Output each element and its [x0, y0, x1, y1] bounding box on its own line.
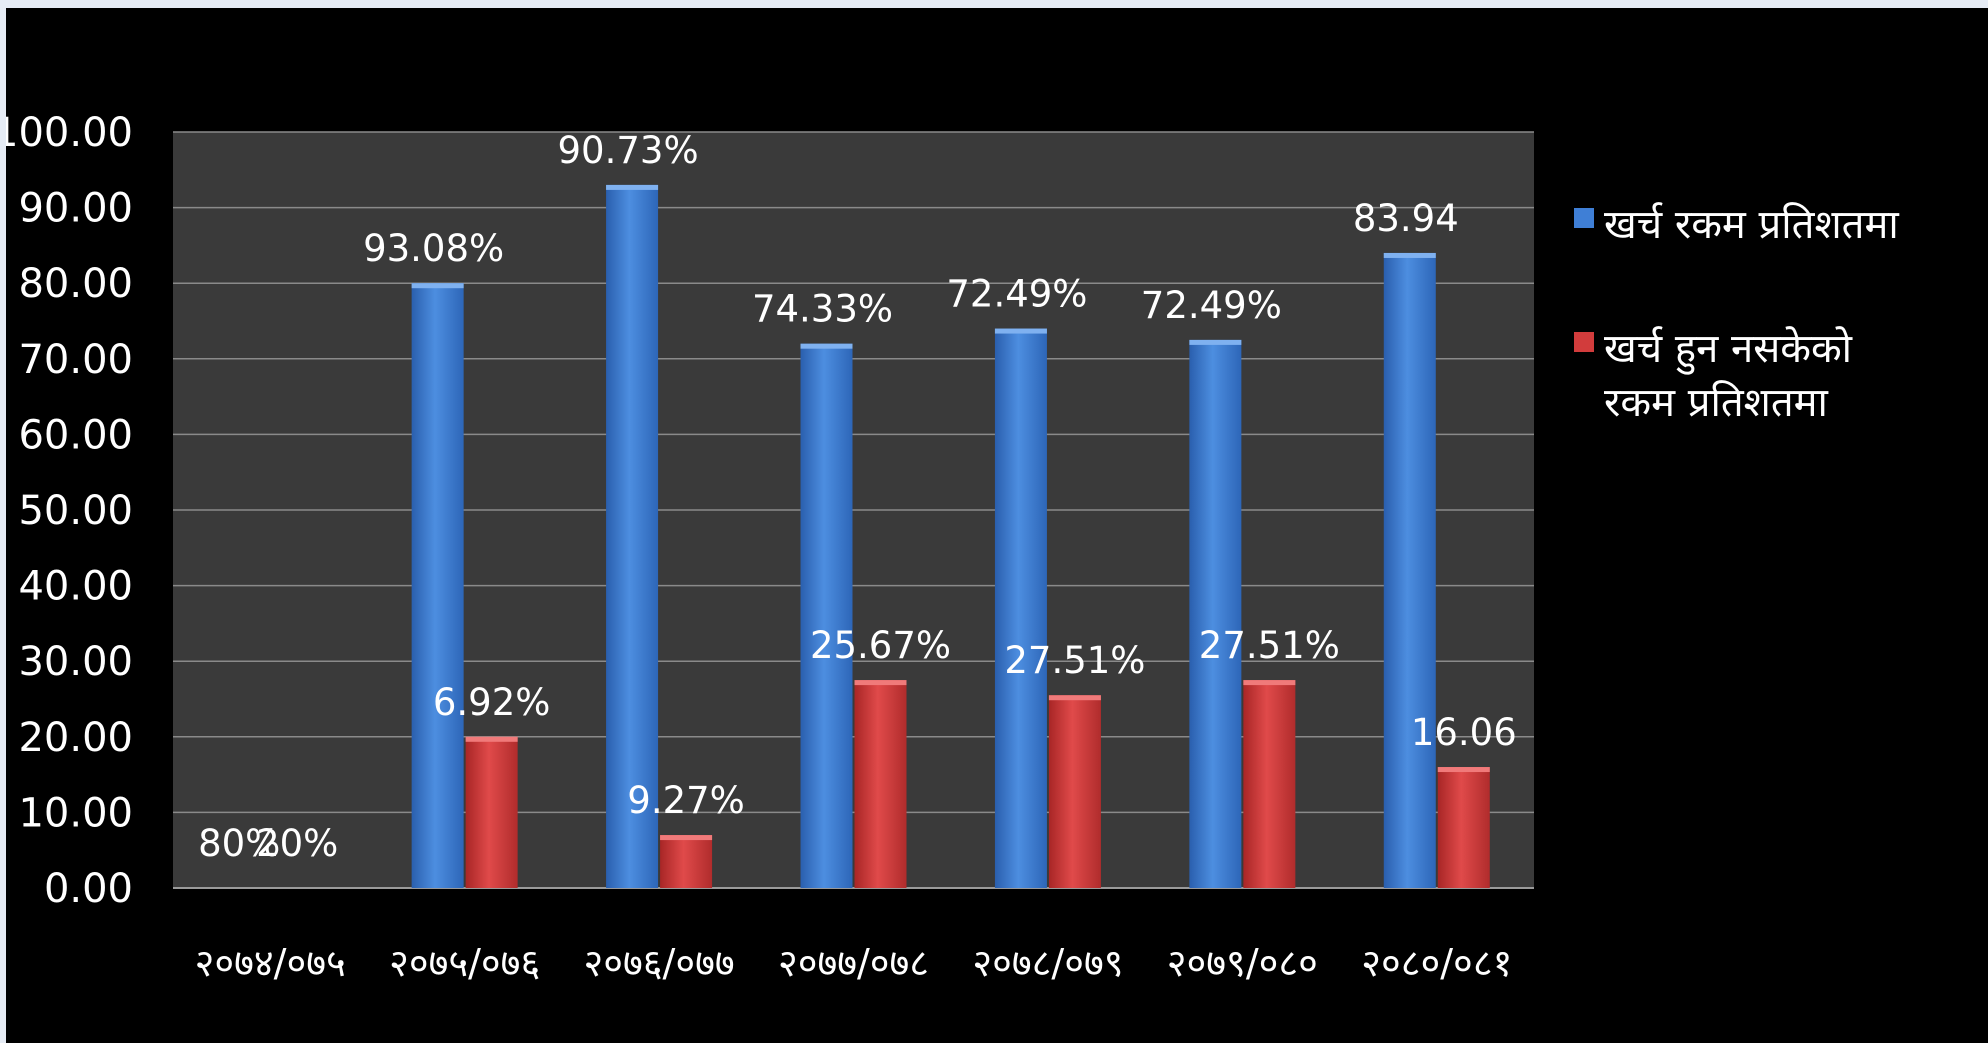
bar-spent-cap — [1189, 339, 1242, 345]
y-tick-label: 60.00 — [18, 412, 133, 458]
bar-spent — [800, 343, 853, 888]
legend-swatch-red — [1574, 332, 1594, 352]
y-tick-label: 40.00 — [18, 564, 133, 610]
bar-spent-cap — [800, 343, 853, 349]
x-category-label: २०८०/०८१ — [1361, 941, 1512, 985]
data-label-unspent: 16.06 — [1411, 711, 1517, 754]
bar-unspent — [1437, 767, 1490, 888]
bar-unspent-cap — [465, 736, 518, 742]
bar-unspent — [1048, 695, 1101, 888]
bar-unspent — [1243, 680, 1296, 888]
y-tick-label: 50.00 — [18, 488, 133, 534]
data-label-unspent: 25.67% — [810, 624, 951, 667]
bar-spent — [411, 283, 464, 888]
bar-spent-cap — [411, 283, 464, 289]
bar-unspent — [465, 736, 518, 888]
legend-item-unspent: खर्च हुन नसकेको रकम प्रतिशतमा — [1574, 322, 1984, 430]
y-tick-label: 80.00 — [18, 261, 133, 307]
data-label-spent: 93.08% — [363, 227, 504, 270]
data-label-spent: 72.49% — [1141, 284, 1282, 327]
data-label-spent: 90.73% — [558, 129, 699, 172]
x-category-label: २०७७/०७८ — [778, 941, 929, 985]
bar-unspent-cap — [854, 680, 907, 686]
y-tick-label: 70.00 — [18, 337, 133, 383]
y-tick-label: 0.00 — [44, 866, 133, 912]
bar-unspent — [854, 680, 907, 888]
bar-spent-cap — [994, 328, 1047, 334]
data-label-unspent: 27.51% — [1199, 624, 1340, 667]
bar-spent — [606, 184, 659, 889]
bar-unspent-cap — [660, 835, 713, 841]
bar-unspent-cap — [1243, 680, 1296, 686]
x-category-label: २०७६/०७७ — [584, 941, 735, 985]
legend-label-spent: खर्च रकम प्रतिशतमा — [1604, 202, 1899, 248]
bar-spent-cap — [1383, 252, 1436, 258]
y-tick-label: 10.00 — [18, 790, 133, 836]
bar-spent — [1189, 339, 1242, 888]
bar-unspent-cap — [1437, 767, 1490, 773]
y-tick-label: 20.00 — [18, 715, 133, 761]
bar-chart: 0.00 10.00 20.00 30.00 40.00 50.00 60.00 70.00 8… — [6, 110, 1534, 985]
legend-label-unspent-line2: रकम प्रतिशतमा — [1604, 380, 1828, 426]
y-tick-label: 100.00 — [6, 110, 133, 156]
bar-spent — [994, 328, 1047, 888]
x-category-label: २०७५/०७६ — [389, 941, 540, 985]
data-label-unspent: 9.27% — [627, 779, 745, 822]
y-tick-label: 90.00 — [18, 186, 133, 232]
y-tick-label: 30.00 — [18, 639, 133, 685]
data-label-spent: 80% — [198, 822, 280, 865]
data-label-spent: 72.49% — [946, 273, 1087, 316]
bar-spent-cap — [606, 184, 659, 190]
slide-background: 0.00 10.00 20.00 30.00 40.00 50.00 60.00 70.00 8… — [6, 8, 1988, 1043]
x-category-label: २०७४/०७५ — [195, 941, 346, 985]
bar-unspent — [660, 835, 713, 888]
x-category-label: २०७८/०७९ — [972, 941, 1123, 985]
legend-item-spent: खर्च रकम प्रतिशतमा — [1574, 198, 1984, 252]
data-label-unspent: 6.92% — [433, 681, 551, 724]
legend-swatch-blue — [1574, 208, 1594, 228]
data-label-unspent: 20% — [256, 822, 338, 865]
data-label-unspent: 27.51% — [1004, 639, 1145, 682]
data-label-spent: 74.33% — [752, 288, 893, 331]
bar-unspent-cap — [1048, 695, 1101, 701]
bar-spent — [1383, 252, 1436, 888]
legend-label-unspent-line1: खर्च हुन नसकेको — [1604, 326, 1853, 372]
x-category-label: २०७९/०८० — [1167, 941, 1318, 985]
legend: खर्च रकम प्रतिशतमा खर्च हुन नसकेको रकम प… — [1574, 198, 1984, 500]
data-label-spent: 83.94 — [1353, 197, 1459, 240]
